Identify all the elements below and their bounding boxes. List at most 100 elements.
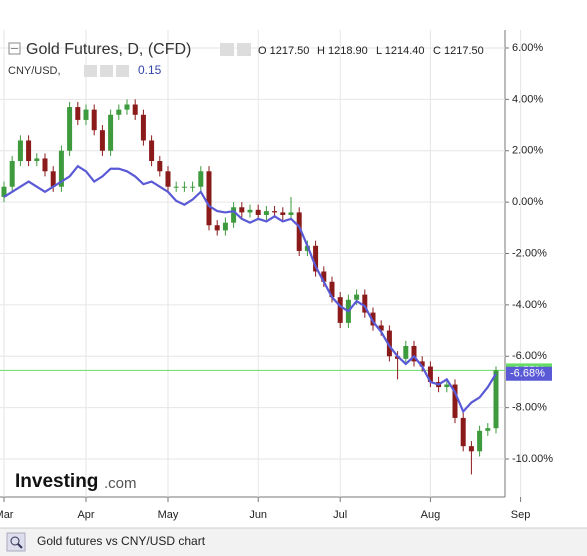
candle-body <box>280 212 286 215</box>
zoom-icon-glass <box>10 536 20 546</box>
y-tick-label: -2.00% <box>512 247 547 259</box>
y-tick-label: 6.00% <box>512 42 543 54</box>
logo: Investing <box>15 471 98 492</box>
candle-body <box>403 345 409 359</box>
x-tick-label: Apr <box>77 509 94 521</box>
candle-body <box>198 171 204 187</box>
x-tick-label: Mar <box>0 509 14 521</box>
grid <box>0 30 522 497</box>
line-series <box>3 164 497 414</box>
candle-body <box>116 109 122 115</box>
candle-body <box>272 211 278 213</box>
candle-body <box>477 430 483 452</box>
candle-body <box>190 186 196 188</box>
candle-body <box>419 361 425 367</box>
candle-body <box>157 161 163 172</box>
zoom-icon[interactable] <box>6 532 26 552</box>
close-icon[interactable] <box>116 65 129 77</box>
settings-icon[interactable] <box>220 43 234 56</box>
caption: Gold futures vs CNY/USD chart <box>37 534 206 548</box>
candle-body <box>468 446 474 452</box>
candle-body <box>247 209 253 213</box>
y-tick-label: 2.00% <box>512 145 543 157</box>
candle-body <box>34 158 40 162</box>
candle-body <box>452 384 458 418</box>
candle-body <box>222 222 228 231</box>
x-tick-label: Sep <box>511 509 531 521</box>
series-legend: CNY/USD, <box>8 65 61 77</box>
settings-icon[interactable] <box>84 65 97 77</box>
candle-body <box>181 186 187 188</box>
zoom-icon-handle <box>17 543 23 549</box>
candle-body <box>26 140 32 162</box>
marks <box>1 99 499 475</box>
x-tick-label: Aug <box>421 509 441 521</box>
ohlc-open: O 1217.50 <box>258 45 309 57</box>
y-tick-label: -8.00% <box>512 402 547 414</box>
candle-body <box>214 225 220 231</box>
candle-body <box>263 211 269 215</box>
candle-body <box>165 171 171 187</box>
candle-body <box>313 245 319 272</box>
candle-body <box>124 104 130 110</box>
candle-body <box>337 297 343 323</box>
y-tick-label: 4.00% <box>512 93 543 105</box>
ohlc-low: L 1214.40 <box>376 45 425 57</box>
candle-body <box>296 212 302 251</box>
settings-icon[interactable] <box>237 43 251 56</box>
candle-body <box>255 209 261 215</box>
candle-body <box>288 212 294 215</box>
candle-body <box>321 271 327 282</box>
candle-body <box>460 417 466 447</box>
candle-body <box>427 366 433 382</box>
candle-body <box>99 130 105 151</box>
candle-body <box>362 294 368 313</box>
candle-body <box>149 140 155 162</box>
collapse-icon[interactable] <box>8 42 21 55</box>
candle-body <box>173 186 179 188</box>
candle-body <box>1 186 7 197</box>
ohlc-close: C 1217.50 <box>433 45 484 57</box>
y-tick-label: -10.00% <box>512 453 553 465</box>
y-tick-label: 0.00% <box>512 196 543 208</box>
candle-body <box>329 281 335 298</box>
x-tick-label: May <box>158 509 179 521</box>
candle-body <box>231 207 237 223</box>
y-tick-label: -4.00% <box>512 299 547 311</box>
candle-body <box>411 345 417 362</box>
candle-body <box>17 140 23 162</box>
candle-body <box>50 171 56 187</box>
settings-icon[interactable] <box>100 65 113 77</box>
candle-body <box>132 104 138 115</box>
candle-body <box>239 207 245 213</box>
candle-body <box>386 330 392 357</box>
candle-body <box>444 384 450 388</box>
candle-body <box>9 161 15 187</box>
logo-suffix: .com <box>104 475 137 492</box>
candle-body <box>42 158 48 172</box>
candle-body <box>206 171 212 226</box>
candle-body <box>354 294 360 300</box>
candle-body <box>493 370 499 429</box>
candle-body <box>75 107 81 120</box>
last-value-box <box>506 366 552 381</box>
candle-body <box>140 114 146 141</box>
footer <box>0 528 587 556</box>
candle-body <box>83 109 89 120</box>
last-value-label: -6.68% <box>510 368 545 380</box>
x-tick-label: Jun <box>249 509 267 521</box>
candle-body <box>370 312 376 326</box>
candle-body <box>67 107 73 151</box>
series-title: Gold Futures, D, (CFD) <box>26 41 191 58</box>
candle-body <box>58 150 64 187</box>
y-tick-label: -6.00% <box>512 350 547 362</box>
candle-body <box>485 428 491 431</box>
ohlc-high: H 1218.90 <box>317 45 368 57</box>
x-tick-label: Jul <box>333 509 347 521</box>
legend-value: 0.15 <box>138 63 162 77</box>
candle-body <box>108 114 114 151</box>
candle-body <box>91 109 97 131</box>
